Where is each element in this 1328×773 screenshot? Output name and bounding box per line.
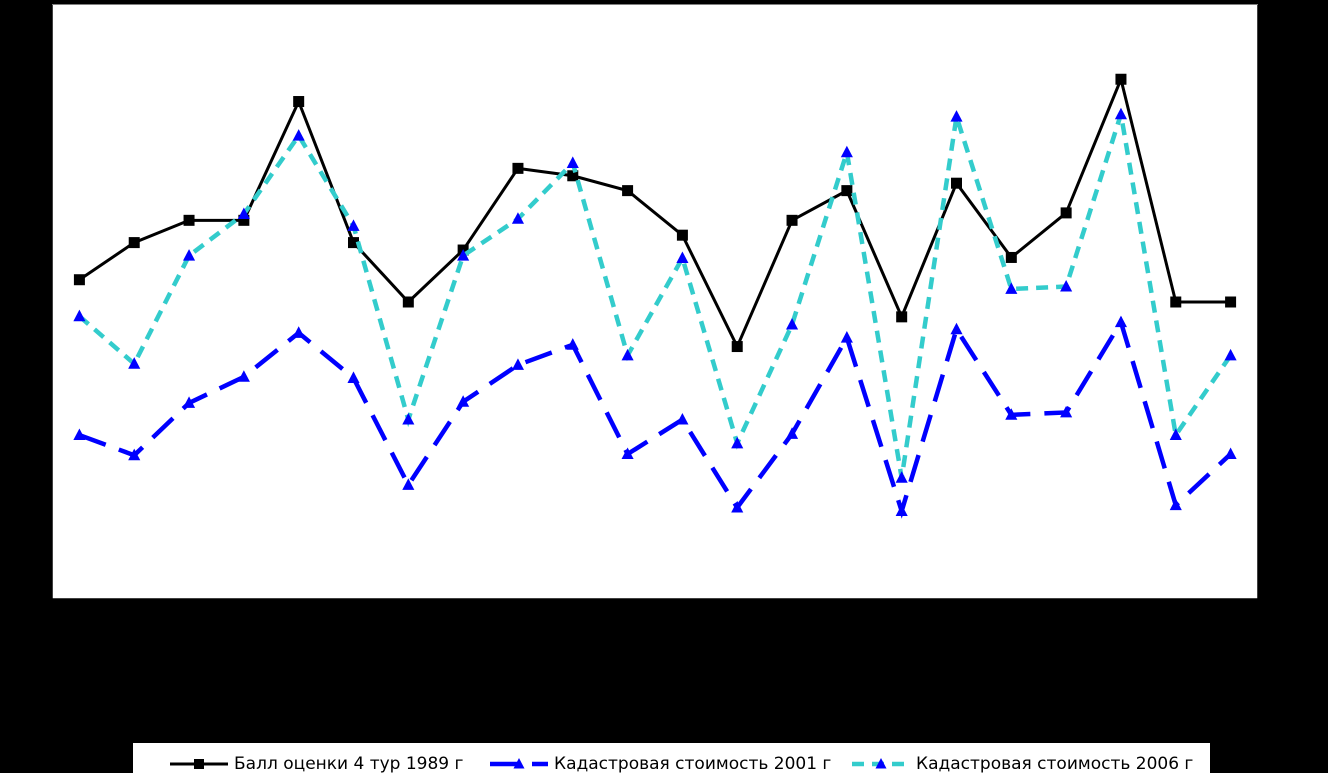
marker xyxy=(402,413,415,425)
y-tick-label: 0 xyxy=(31,589,42,609)
marker xyxy=(183,214,195,226)
marker xyxy=(1114,315,1128,328)
y-tick-label: 6 xyxy=(31,144,42,164)
marker xyxy=(951,177,962,189)
y-tick-label: 7 xyxy=(31,69,42,89)
y-tick-label: 3 xyxy=(31,366,42,386)
marker xyxy=(1115,73,1127,85)
marker xyxy=(786,214,798,226)
marker xyxy=(348,237,359,249)
marker xyxy=(785,317,799,330)
legend xyxy=(133,743,1210,773)
legend-label: Кадастровая стоимость 2006 г xyxy=(916,754,1193,773)
marker xyxy=(238,214,250,226)
marker xyxy=(1170,296,1182,308)
y2-tick-label: 0 xyxy=(1268,589,1279,609)
marker xyxy=(1169,428,1182,441)
series-line xyxy=(78,74,1231,351)
marker xyxy=(73,309,86,322)
marker xyxy=(621,348,634,361)
marker xyxy=(621,447,634,460)
marker xyxy=(513,758,525,769)
marker xyxy=(1224,348,1237,361)
marker xyxy=(457,395,470,407)
marker xyxy=(566,338,579,350)
marker xyxy=(457,249,470,261)
marker xyxy=(182,249,196,261)
y-tick-label: 2 xyxy=(31,441,42,461)
marker xyxy=(785,427,799,439)
marker xyxy=(676,413,689,425)
marker xyxy=(896,311,908,323)
y2-tick-label: 2 xyxy=(1268,351,1279,371)
series-line xyxy=(77,113,1233,479)
marker xyxy=(1005,251,1017,263)
marker xyxy=(1114,107,1128,120)
y-tick-label: 5 xyxy=(31,218,42,238)
marker xyxy=(731,500,744,513)
marker xyxy=(950,110,963,122)
marker xyxy=(1060,279,1073,292)
plot-area xyxy=(52,5,1258,599)
marker xyxy=(731,341,743,353)
marker xyxy=(73,274,85,286)
marker xyxy=(622,185,634,197)
marker xyxy=(950,322,963,335)
marker xyxy=(128,448,141,461)
marker xyxy=(895,471,908,483)
marker xyxy=(840,331,853,343)
marker xyxy=(566,156,579,168)
y2-tick-label: 1 xyxy=(1268,470,1279,490)
marker xyxy=(840,145,853,158)
legend-label: Кадастровая стоимость 2001 г xyxy=(554,754,831,773)
marker xyxy=(1060,405,1073,418)
marker xyxy=(402,296,414,308)
marker xyxy=(194,759,204,769)
marker xyxy=(1225,296,1237,308)
series-line xyxy=(78,316,1233,519)
marker xyxy=(292,326,305,338)
y-tick-label: 4 xyxy=(31,292,42,312)
y2-tick-label: 4 xyxy=(1268,114,1279,134)
marker xyxy=(895,504,908,517)
y2-tick-label: 3 xyxy=(1268,233,1279,253)
marker xyxy=(292,129,305,141)
marker xyxy=(731,436,744,449)
marker xyxy=(511,358,525,370)
marker xyxy=(676,251,689,263)
marker xyxy=(1169,498,1182,511)
marker xyxy=(511,212,525,224)
marker xyxy=(347,219,360,231)
marker xyxy=(293,96,305,108)
y-tick-label: 1 xyxy=(31,515,42,535)
marker xyxy=(347,371,360,383)
marker xyxy=(567,170,579,182)
marker xyxy=(1005,408,1018,420)
marker xyxy=(1224,447,1237,460)
marker xyxy=(1005,282,1018,294)
marker xyxy=(676,229,688,241)
marker xyxy=(182,396,196,408)
marker xyxy=(237,370,250,382)
legend-label: Балл оценки 4 тур 1989 г xyxy=(234,754,464,773)
marker xyxy=(1060,207,1072,219)
marker xyxy=(841,185,853,197)
marker xyxy=(128,237,140,249)
marker xyxy=(875,758,887,769)
marker xyxy=(402,478,415,490)
marker xyxy=(512,162,524,174)
marker xyxy=(73,428,86,441)
marker xyxy=(128,357,141,369)
marker xyxy=(237,207,250,220)
